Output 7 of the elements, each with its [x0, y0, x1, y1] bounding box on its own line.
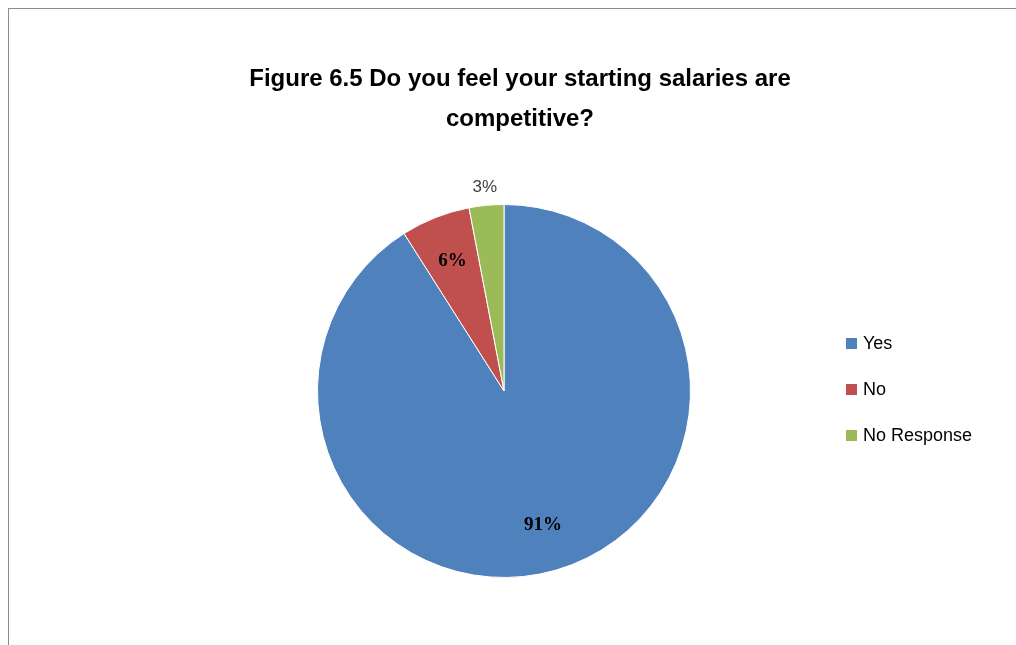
- data-label: 6%: [438, 248, 467, 270]
- legend-label: Yes: [863, 332, 893, 354]
- data-label: 91%: [524, 513, 563, 535]
- chart-title: Figure 6.5 Do you feel your starting salaries are competitive?: [248, 63, 792, 133]
- legend-label: No: [863, 378, 887, 400]
- data-label: 3%: [472, 177, 498, 197]
- legend-label: No Response: [863, 424, 973, 446]
